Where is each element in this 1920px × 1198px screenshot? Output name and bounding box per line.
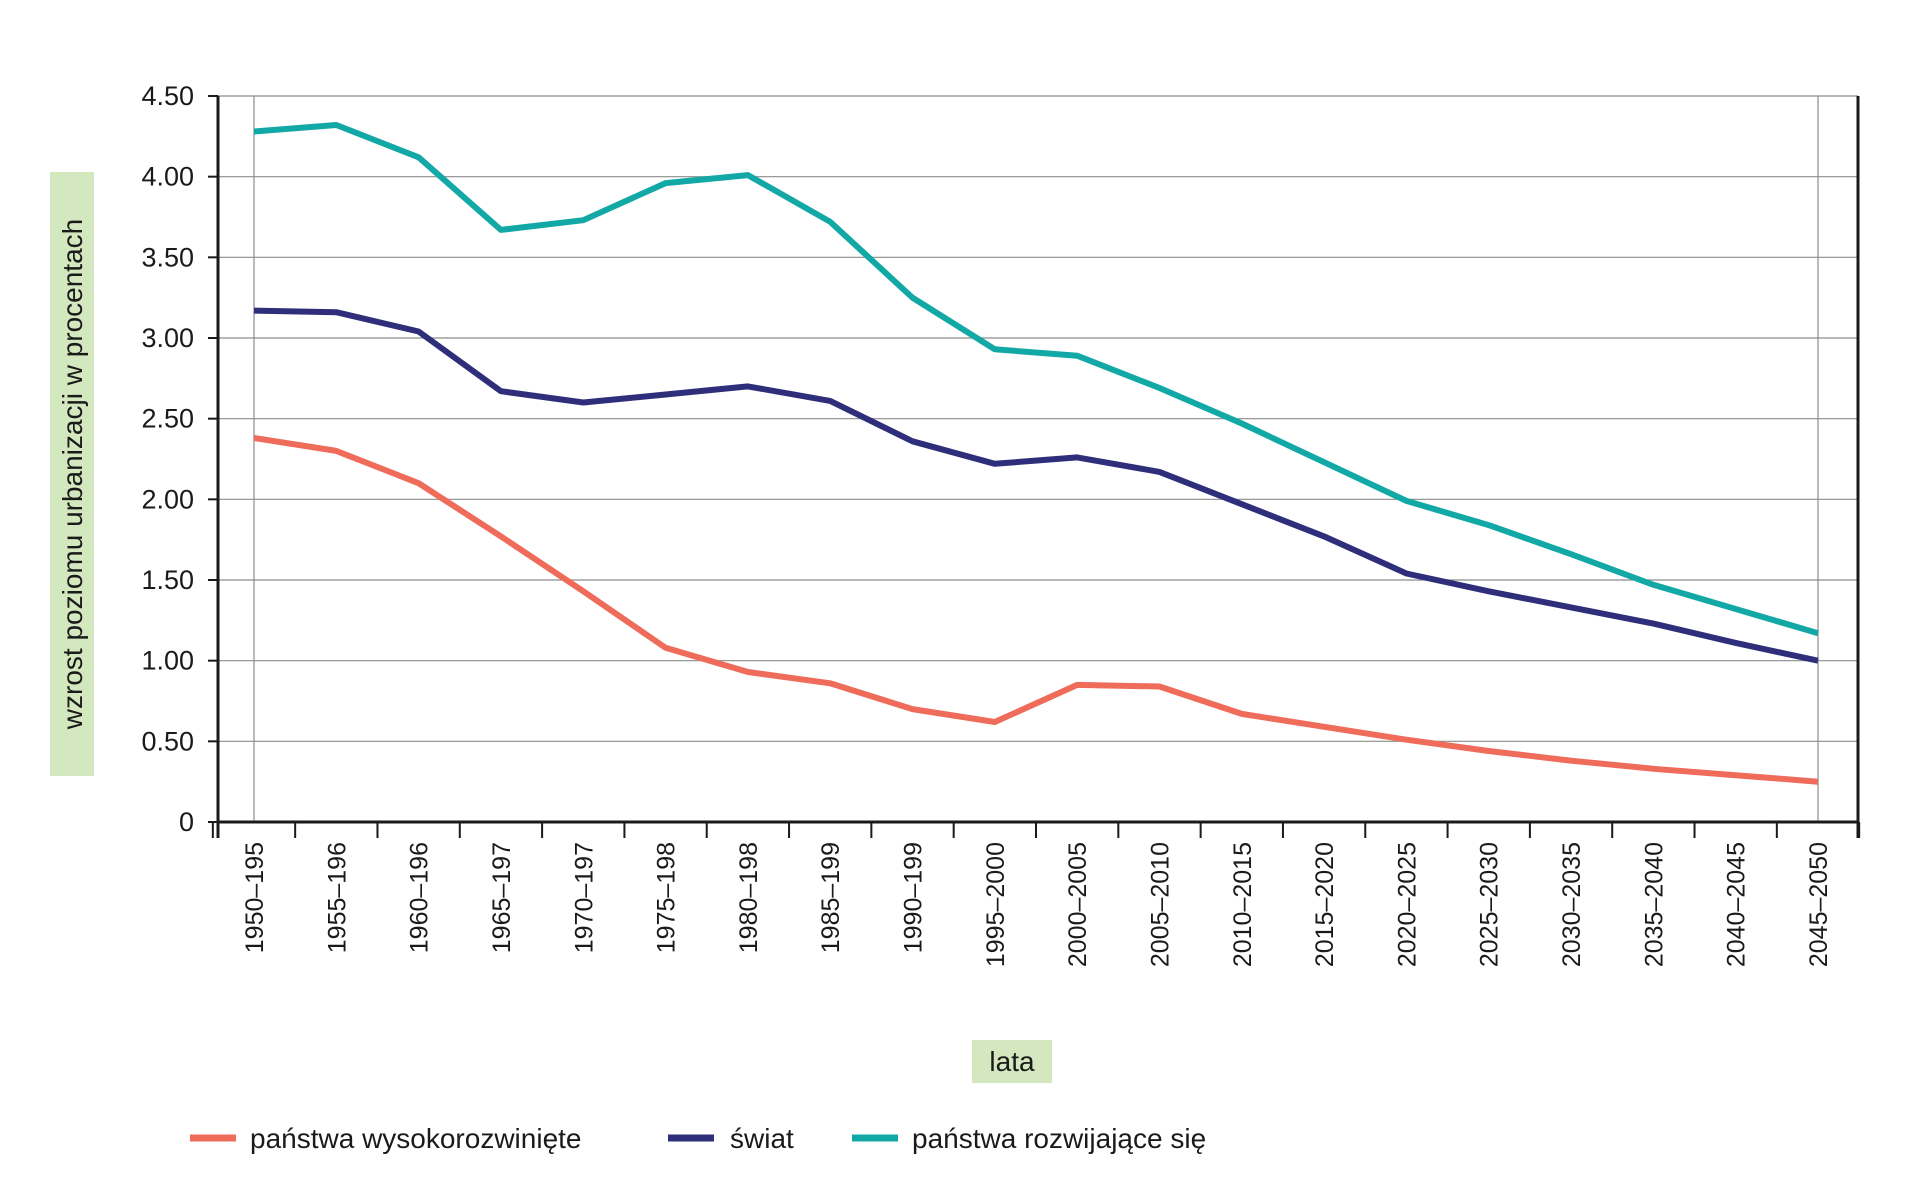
series-line bbox=[253, 307, 1819, 664]
legend-item: państwa rozwijające się bbox=[852, 1123, 1206, 1154]
x-tick-label: 2010–2015 bbox=[1229, 842, 1257, 967]
x-tick-label: 1950–195 bbox=[241, 842, 269, 953]
y-tick-label: 1.00 bbox=[141, 646, 194, 676]
legend-label: państwa rozwijające się bbox=[912, 1123, 1206, 1154]
y-tick-label: 1.50 bbox=[141, 565, 194, 595]
y-tick-labels: 0 0.50 1.00 1.50 2.00 2.50 3.00 3.50 4.00 4.50 bbox=[141, 81, 194, 837]
x-tick-label: 2040–2045 bbox=[1723, 842, 1751, 967]
x-axis-label: lata bbox=[972, 1040, 1052, 1083]
series-line bbox=[253, 435, 1819, 785]
y-tick-label: 4.00 bbox=[141, 162, 194, 192]
legend-label: państwa wysokorozwinięte bbox=[250, 1123, 582, 1154]
x-tick-label: 1955–196 bbox=[323, 842, 351, 953]
legend-item: świat bbox=[668, 1123, 794, 1154]
x-tick-label: 1965–197 bbox=[488, 842, 516, 953]
x-tick-label: 2000–2005 bbox=[1064, 842, 1092, 967]
x-tick-label: 1985–199 bbox=[817, 842, 845, 953]
y-tick-label: 0.50 bbox=[141, 726, 194, 756]
grid-lines bbox=[218, 95, 1858, 822]
x-tick-label: 2030–2035 bbox=[1558, 842, 1586, 967]
legend-label: świat bbox=[730, 1123, 794, 1154]
x-tick-label: 1980–198 bbox=[735, 842, 763, 953]
y-tick-label: 2.50 bbox=[141, 404, 194, 434]
x-tick-label: 1990–199 bbox=[900, 842, 928, 953]
y-axis-label: wzrost poziomu urbanizacji w procentach bbox=[50, 172, 94, 776]
x-tick-label: 1960–196 bbox=[406, 842, 434, 953]
x-tick-label: 2015–2020 bbox=[1311, 842, 1339, 967]
x-tick-label: 1970–197 bbox=[570, 842, 598, 953]
x-tick-labels: 1950–195 1955–196 1960–196 1965–197 1970–197… bbox=[241, 842, 1833, 967]
x-tick-label: 2045–2050 bbox=[1805, 842, 1833, 967]
y-tick-label: 3.50 bbox=[141, 242, 194, 272]
x-tick-label: 2025–2030 bbox=[1476, 842, 1504, 967]
y-axis-label-box bbox=[50, 172, 94, 776]
x-axis-label-box bbox=[972, 1040, 1052, 1083]
x-tick-label: 2005–2010 bbox=[1146, 842, 1174, 967]
series-lines bbox=[253, 122, 1819, 785]
x-axis-label-text: lata bbox=[989, 1046, 1035, 1077]
legend-item: państwa wysokorozwinięte bbox=[190, 1123, 582, 1154]
y-tick-label: 2.00 bbox=[141, 484, 194, 514]
y-tick-label: 4.50 bbox=[141, 81, 194, 111]
legend: państwa wysokorozwinięte świat państwa r… bbox=[190, 1123, 1206, 1154]
x-tick-label: 1975–198 bbox=[653, 842, 681, 953]
x-tick-label: 2035–2040 bbox=[1640, 842, 1668, 967]
y-axis-label-text: wzrost poziomu urbanizacji w procentach bbox=[57, 219, 88, 730]
x-tick-label: 1995–2000 bbox=[982, 842, 1010, 967]
y-tick-label: 3.00 bbox=[141, 323, 194, 353]
series-line bbox=[253, 122, 1819, 637]
axes bbox=[208, 95, 1861, 838]
x-tick-label: 2020–2025 bbox=[1393, 842, 1421, 967]
y-tick-label: 0 bbox=[179, 807, 194, 837]
